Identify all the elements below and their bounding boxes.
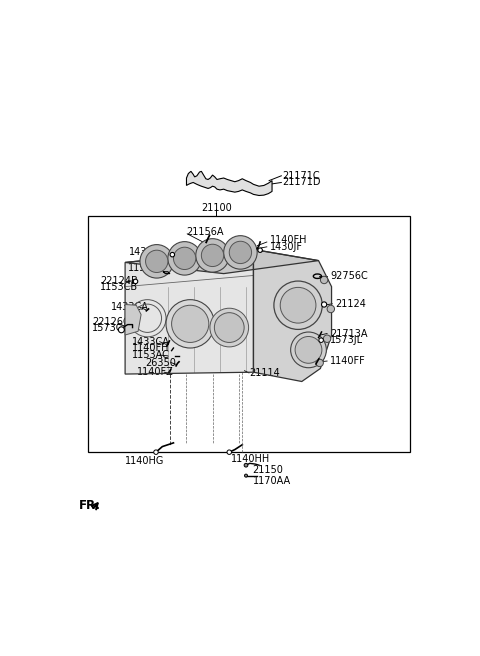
Text: 1433CA: 1433CA [132, 337, 169, 346]
Text: 1140HG: 1140HG [125, 456, 165, 466]
Circle shape [244, 463, 248, 467]
Circle shape [166, 300, 215, 348]
Circle shape [229, 241, 252, 264]
Text: 1153CB: 1153CB [100, 282, 138, 292]
Text: 21124: 21124 [335, 298, 366, 309]
Circle shape [173, 247, 196, 270]
Text: 92756C: 92756C [330, 271, 368, 281]
Text: 1140FH: 1140FH [270, 235, 308, 245]
Circle shape [321, 276, 328, 283]
Circle shape [210, 308, 249, 347]
Circle shape [290, 332, 326, 368]
Polygon shape [125, 249, 253, 374]
Circle shape [154, 450, 158, 455]
Circle shape [280, 287, 316, 323]
Polygon shape [125, 249, 319, 274]
Text: 21150: 21150 [252, 464, 284, 475]
Circle shape [295, 337, 322, 363]
Text: 1140FF: 1140FF [330, 356, 366, 366]
Circle shape [168, 241, 202, 275]
Circle shape [227, 450, 231, 455]
Text: 1140FH: 1140FH [132, 343, 169, 354]
Text: 21100: 21100 [201, 203, 232, 213]
Text: 21156A: 21156A [186, 228, 224, 237]
Circle shape [327, 305, 335, 313]
Circle shape [244, 474, 248, 477]
Circle shape [140, 245, 173, 278]
Circle shape [215, 313, 244, 342]
Text: 21114: 21114 [250, 368, 280, 378]
Text: 26350: 26350 [145, 358, 177, 367]
Circle shape [119, 327, 124, 333]
Circle shape [322, 302, 327, 307]
Circle shape [145, 250, 168, 272]
Circle shape [319, 338, 324, 342]
Circle shape [258, 248, 263, 253]
Circle shape [316, 359, 324, 367]
Circle shape [172, 305, 209, 342]
Polygon shape [186, 171, 272, 195]
Text: 1170AA: 1170AA [252, 476, 291, 486]
Circle shape [133, 279, 138, 283]
Text: 21713A: 21713A [330, 329, 368, 338]
Text: 1152AA: 1152AA [128, 263, 167, 273]
Text: 22126C: 22126C [92, 317, 130, 327]
Circle shape [202, 244, 224, 266]
Circle shape [274, 281, 322, 329]
Bar [88, 216, 409, 452]
Text: FR.: FR. [79, 499, 101, 512]
Text: 1153AC: 1153AC [132, 350, 169, 360]
Text: 1573JL: 1573JL [330, 335, 363, 345]
Text: 22124B: 22124B [100, 276, 138, 286]
Text: 1430JK: 1430JK [129, 247, 163, 256]
Polygon shape [253, 249, 332, 382]
Circle shape [196, 239, 229, 272]
Text: 1140HH: 1140HH [231, 453, 270, 464]
Circle shape [170, 253, 175, 257]
Circle shape [324, 335, 331, 342]
Text: 21171D: 21171D [282, 178, 321, 188]
Text: 1430JF: 1430JF [270, 242, 303, 252]
Text: 21171C: 21171C [282, 171, 320, 181]
Polygon shape [125, 304, 141, 335]
Text: 1433CA: 1433CA [110, 302, 148, 312]
Circle shape [224, 236, 257, 269]
Text: 1573GE: 1573GE [92, 323, 131, 333]
Text: 1140FZ: 1140FZ [137, 367, 173, 377]
